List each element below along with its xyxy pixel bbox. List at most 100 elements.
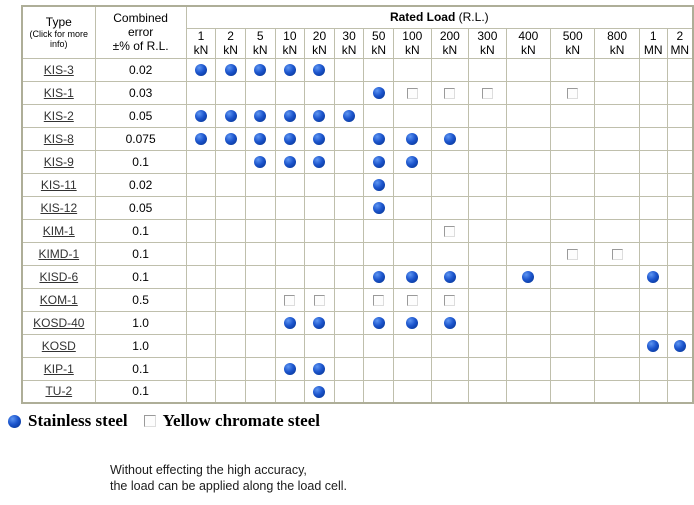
stainless-steel-dot-icon: [406, 133, 419, 146]
marker-cell: [550, 218, 596, 243]
marker-cell: [333, 103, 365, 128]
marker-cell: [550, 333, 596, 358]
column-unit: kN: [341, 43, 357, 57]
stainless-steel-dot-icon: [283, 317, 296, 330]
marker-cell: [244, 218, 276, 243]
marker-cell: [594, 80, 640, 105]
marker-cell: [215, 172, 246, 197]
marker-cell: [333, 195, 365, 220]
marker-cell: [550, 195, 596, 220]
marker-cell: [393, 172, 432, 197]
rated-load-column-header: 5 kN: [244, 27, 276, 59]
marker-cell: [468, 103, 507, 128]
marker-cell: [393, 218, 432, 243]
marker-cell: [468, 379, 507, 404]
marker-cell: [666, 310, 694, 335]
type-link-kis-3[interactable]: KIS-3: [43, 62, 74, 77]
marker-cell: [304, 149, 335, 174]
marker-cell: [468, 356, 507, 381]
marker-cell: [185, 264, 217, 289]
type-link-kis-1[interactable]: KIS-1: [43, 85, 74, 100]
table-row: KIMD-1 0.1: [21, 241, 694, 266]
marker-cell: [393, 195, 432, 220]
marker-cell: [505, 103, 552, 128]
marker-cell: [363, 172, 395, 197]
type-cell: KOM-1: [21, 287, 96, 312]
marker-cell: [304, 379, 335, 404]
marker-cell: [274, 57, 306, 82]
marker-cell: [244, 356, 276, 381]
marker-cell: [274, 264, 306, 289]
type-link-kom-1[interactable]: KOM-1: [39, 292, 78, 307]
marker-cell: [185, 149, 217, 174]
marker-cell: [185, 57, 217, 82]
column-value: 5: [256, 29, 264, 43]
marker-cell: [430, 356, 470, 381]
table-row: KOSD 1.0: [21, 333, 694, 358]
type-link-kip-1[interactable]: KIP-1: [43, 361, 74, 376]
marker-cell: [333, 310, 365, 335]
marker-cell: [393, 264, 432, 289]
combined-error-cell: 0.1: [94, 264, 187, 289]
marker-cell: [333, 80, 365, 105]
marker-cell: [430, 57, 470, 82]
type-link-kis-2[interactable]: KIS-2: [43, 108, 74, 123]
marker-cell: [393, 126, 432, 151]
marker-cell: [468, 126, 507, 151]
marker-cell: [505, 80, 552, 105]
column-value: 500: [562, 29, 583, 43]
marker-cell: [244, 103, 276, 128]
stainless-steel-dot-icon: [443, 317, 456, 330]
type-link-kis-9[interactable]: KIS-9: [43, 154, 74, 169]
yellow-chromate-square-icon: [444, 225, 456, 237]
stainless-steel-dot-icon: [647, 271, 660, 284]
rated-load-column-header: 2 MN: [666, 27, 694, 59]
stainless-steel-dot-icon: [254, 110, 267, 123]
marker-cell: [393, 333, 432, 358]
marker-cell: [363, 241, 395, 266]
marker-cell: [638, 218, 668, 243]
type-link-kimd-1[interactable]: KIMD-1: [38, 246, 80, 261]
marker-cell: [505, 356, 552, 381]
rated-load-units-row: 1 kN 2 kN 5 kN 10 kN 20 kN 30 kN 50 kN 100 kN 200 kN 300 kN…: [22, 27, 694, 59]
yellow-chromate-square-icon: [406, 294, 418, 306]
type-link-kis-12[interactable]: KIS-12: [40, 200, 78, 215]
legend-stainless-label: Stainless steel: [28, 411, 128, 430]
column-unit: kN: [193, 43, 209, 57]
marker-cell: [215, 379, 246, 404]
marker-cell: [505, 310, 552, 335]
marker-cell: [185, 103, 217, 128]
marker-cell: [505, 379, 552, 404]
marker-cell: [363, 379, 395, 404]
marker-cell: [363, 264, 395, 289]
type-link-kim-1[interactable]: KIM-1: [42, 223, 75, 238]
marker-cell: [244, 287, 276, 312]
marker-cell: [274, 333, 306, 358]
stainless-steel-dot-icon: [283, 110, 296, 123]
marker-cell: [363, 356, 395, 381]
marker-cell: [430, 287, 470, 312]
type-link-kis-8[interactable]: KIS-8: [43, 131, 74, 146]
marker-cell: [666, 172, 694, 197]
marker-cell: [393, 310, 432, 335]
marker-cell: [304, 80, 335, 105]
type-link-kisd-6[interactable]: KISD-6: [39, 269, 79, 284]
type-link-kosd[interactable]: KOSD: [41, 338, 76, 353]
marker-cell: [304, 356, 335, 381]
type-link-tu-2[interactable]: TU-2: [45, 384, 73, 399]
yellow-chromate-square-icon: [373, 294, 385, 306]
rated-load-column-header: 200 kN: [430, 27, 470, 59]
stainless-steel-dot-icon: [194, 64, 207, 77]
marker-cell: [430, 333, 470, 358]
combined-error-cell: 0.1: [94, 379, 187, 404]
stainless-steel-dot-icon: [313, 386, 326, 399]
marker-cell: [274, 103, 306, 128]
type-link-kis-11[interactable]: KIS-11: [40, 177, 77, 192]
table-row: KIS-9 0.1: [21, 149, 694, 174]
stainless-steel-dot-icon: [254, 64, 267, 77]
type-link-kosd-40[interactable]: KOSD-40: [33, 315, 85, 330]
marker-cell: [185, 310, 217, 335]
marker-cell: [393, 356, 432, 381]
marker-cell: [430, 241, 470, 266]
